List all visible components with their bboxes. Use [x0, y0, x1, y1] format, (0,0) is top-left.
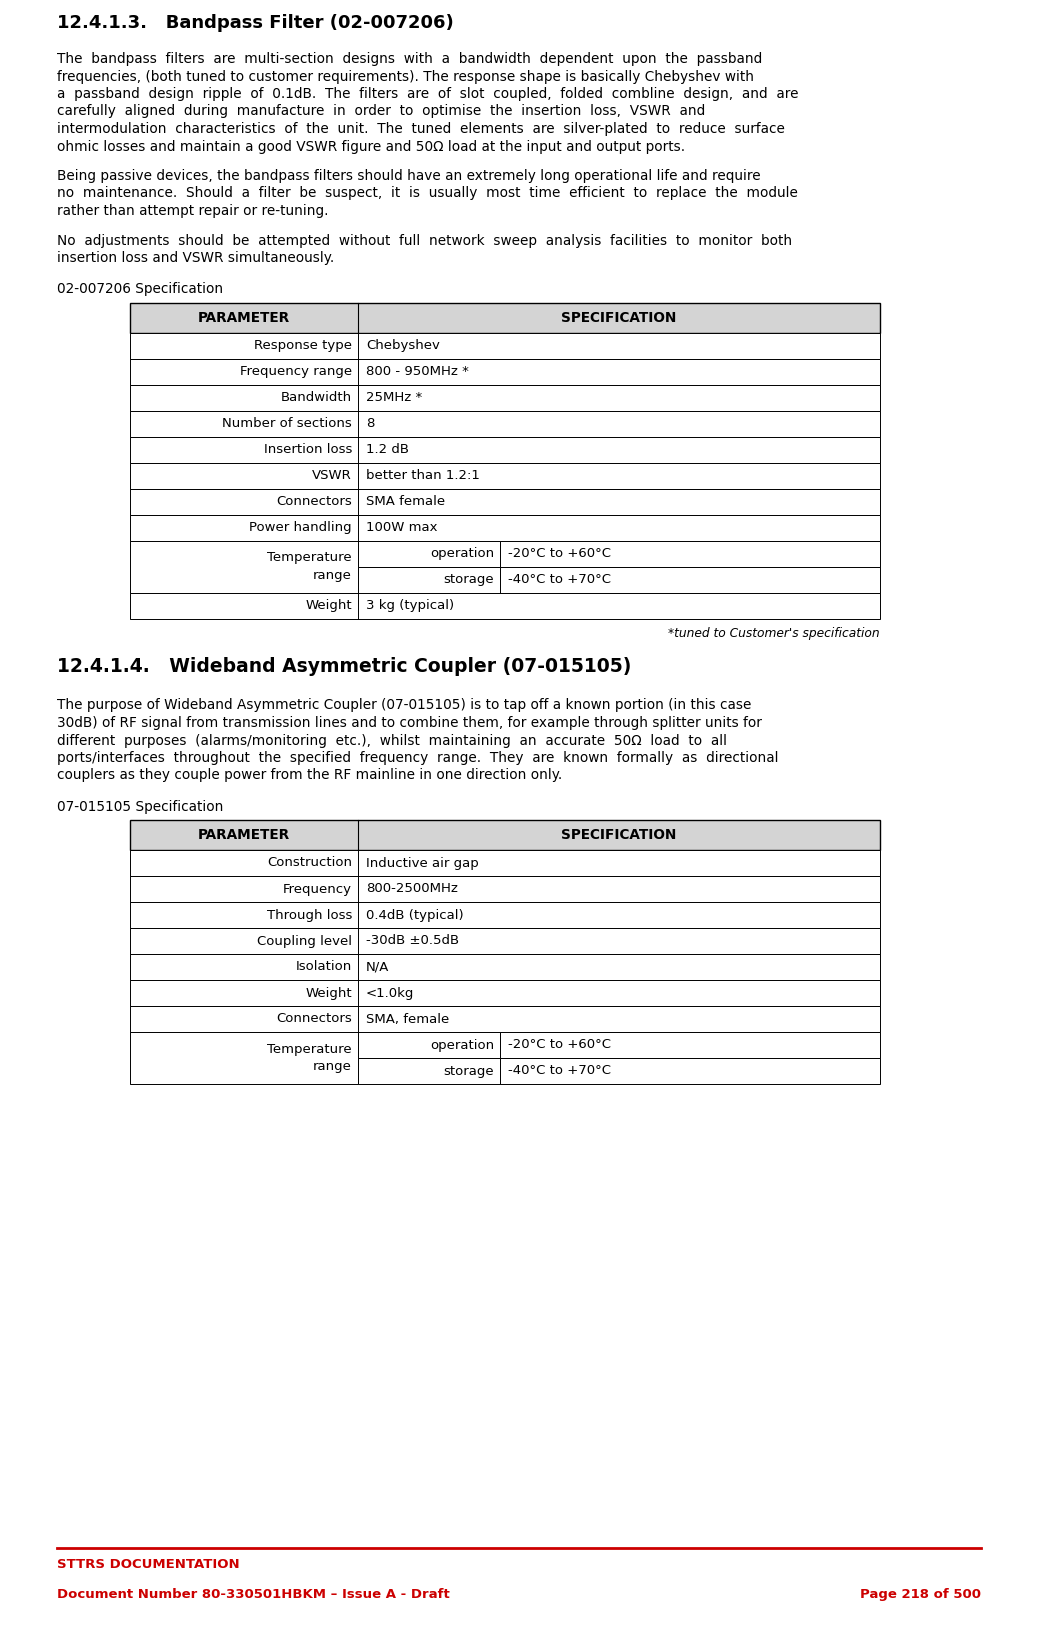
- Text: different  purposes  (alarms/monitoring  etc.),  whilst  maintaining  an  accura: different purposes (alarms/monitoring et…: [57, 733, 727, 748]
- Text: SMA, female: SMA, female: [366, 1013, 449, 1026]
- Text: 02-007206 Specification: 02-007206 Specification: [57, 283, 223, 296]
- Bar: [358, 540, 500, 566]
- Bar: [130, 1032, 358, 1085]
- Text: SPECIFICATION: SPECIFICATION: [562, 311, 677, 324]
- Text: operation: operation: [430, 546, 494, 560]
- Bar: [130, 901, 880, 928]
- Bar: [358, 1058, 500, 1085]
- Text: carefully  aligned  during  manufacture  in  order  to  optimise  the  insertion: carefully aligned during manufacture in …: [57, 105, 705, 118]
- Text: STTRS DOCUMENTATION: STTRS DOCUMENTATION: [57, 1557, 240, 1571]
- Text: Insertion loss: Insertion loss: [264, 443, 352, 456]
- Bar: [358, 566, 500, 592]
- Bar: [130, 954, 880, 980]
- Text: rather than attempt repair or re-tuning.: rather than attempt repair or re-tuning.: [57, 204, 328, 218]
- Bar: [130, 540, 358, 592]
- Bar: [130, 463, 880, 489]
- Bar: [130, 384, 880, 411]
- Text: Connectors: Connectors: [276, 1013, 352, 1026]
- Text: Through loss: Through loss: [267, 908, 352, 921]
- Text: Being passive devices, the bandpass filters should have an extremely long operat: Being passive devices, the bandpass filt…: [57, 169, 761, 183]
- Text: storage: storage: [443, 1065, 494, 1078]
- Text: Inductive air gap: Inductive air gap: [366, 857, 479, 869]
- Text: 100W max: 100W max: [366, 520, 437, 533]
- Text: Temperature
range: Temperature range: [268, 1044, 352, 1073]
- Text: 07-015105 Specification: 07-015105 Specification: [57, 800, 223, 815]
- Bar: [358, 1032, 500, 1058]
- Text: Chebyshev: Chebyshev: [366, 339, 440, 352]
- Text: 800-2500MHz: 800-2500MHz: [366, 882, 458, 895]
- Text: -30dB ±0.5dB: -30dB ±0.5dB: [366, 934, 459, 947]
- Text: Weight: Weight: [305, 599, 352, 612]
- Text: <1.0kg: <1.0kg: [366, 987, 414, 1000]
- Text: frequencies, (both tuned to customer requirements). The response shape is basica: frequencies, (both tuned to customer req…: [57, 69, 754, 83]
- Text: operation: operation: [430, 1039, 494, 1052]
- Bar: [130, 1006, 880, 1032]
- Bar: [130, 358, 880, 384]
- Text: The  bandpass  filters  are  multi-section  designs  with  a  bandwidth  depende: The bandpass filters are multi-section d…: [57, 52, 762, 65]
- Text: Isolation: Isolation: [296, 960, 352, 973]
- Text: Frequency range: Frequency range: [240, 365, 352, 378]
- Text: The purpose of Wideband Asymmetric Coupler (07-015105) is to tap off a known por: The purpose of Wideband Asymmetric Coupl…: [57, 699, 752, 713]
- Text: Connectors: Connectors: [276, 496, 352, 509]
- Text: 8: 8: [366, 417, 375, 430]
- Bar: [500, 1032, 880, 1058]
- Text: Number of sections: Number of sections: [222, 417, 352, 430]
- Text: storage: storage: [443, 573, 494, 586]
- Text: 0.4dB (typical): 0.4dB (typical): [366, 908, 464, 921]
- Text: Frequency: Frequency: [283, 882, 352, 895]
- Text: -20°C to +60°C: -20°C to +60°C: [508, 546, 611, 560]
- Text: Document Number 80-330501HBKM – Issue A - Draft: Document Number 80-330501HBKM – Issue A …: [57, 1589, 449, 1602]
- Text: couplers as they couple power from the RF mainline in one direction only.: couplers as they couple power from the R…: [57, 769, 563, 782]
- Text: intermodulation  characteristics  of  the  unit.  The  tuned  elements  are  sil: intermodulation characteristics of the u…: [57, 123, 785, 136]
- Text: Construction: Construction: [267, 857, 352, 869]
- Text: no  maintenance.  Should  a  filter  be  suspect,  it  is  usually  most  time  : no maintenance. Should a filter be suspe…: [57, 187, 798, 201]
- Bar: [130, 875, 880, 901]
- Bar: [500, 540, 880, 566]
- Text: 1.2 dB: 1.2 dB: [366, 443, 409, 456]
- Bar: [130, 332, 880, 358]
- Bar: [130, 820, 880, 851]
- Text: *tuned to Customer's specification: *tuned to Customer's specification: [668, 627, 880, 640]
- Bar: [130, 928, 880, 954]
- Text: VSWR: VSWR: [312, 470, 352, 483]
- Text: 25MHz *: 25MHz *: [366, 391, 422, 404]
- Text: No  adjustments  should  be  attempted  without  full  network  sweep  analysis : No adjustments should be attempted witho…: [57, 234, 792, 247]
- Text: 12.4.1.4.   Wideband Asymmetric Coupler (07-015105): 12.4.1.4. Wideband Asymmetric Coupler (0…: [57, 656, 631, 676]
- Text: 3 kg (typical): 3 kg (typical): [366, 599, 455, 612]
- Bar: [130, 437, 880, 463]
- Text: -40°C to +70°C: -40°C to +70°C: [508, 1065, 611, 1078]
- Bar: [500, 566, 880, 592]
- Text: better than 1.2:1: better than 1.2:1: [366, 470, 480, 483]
- Text: 12.4.1.3.   Bandpass Filter (02-007206): 12.4.1.3. Bandpass Filter (02-007206): [57, 15, 454, 33]
- Text: -40°C to +70°C: -40°C to +70°C: [508, 573, 611, 586]
- Bar: [130, 514, 880, 540]
- Bar: [500, 1058, 880, 1085]
- Text: 30dB) of RF signal from transmission lines and to combine them, for example thro: 30dB) of RF signal from transmission lin…: [57, 717, 762, 730]
- Text: Bandwidth: Bandwidth: [281, 391, 352, 404]
- Text: Response type: Response type: [254, 339, 352, 352]
- Text: insertion loss and VSWR simultaneously.: insertion loss and VSWR simultaneously.: [57, 250, 334, 265]
- Text: SMA female: SMA female: [366, 496, 445, 509]
- Text: PARAMETER: PARAMETER: [198, 311, 290, 324]
- Text: N/A: N/A: [366, 960, 389, 973]
- Bar: [130, 303, 880, 332]
- Text: SPECIFICATION: SPECIFICATION: [562, 828, 677, 843]
- Text: Coupling level: Coupling level: [257, 934, 352, 947]
- Bar: [130, 489, 880, 514]
- Text: ohmic losses and maintain a good VSWR figure and 50Ω load at the input and outpu: ohmic losses and maintain a good VSWR fi…: [57, 139, 685, 154]
- Text: ports/interfaces  throughout  the  specified  frequency  range.  They  are  know: ports/interfaces throughout the specifie…: [57, 751, 778, 766]
- Text: a  passband  design  ripple  of  0.1dB.  The  filters  are  of  slot  coupled,  : a passband design ripple of 0.1dB. The f…: [57, 87, 798, 101]
- Bar: [130, 851, 880, 875]
- Bar: [130, 592, 880, 618]
- Text: 800 - 950MHz *: 800 - 950MHz *: [366, 365, 469, 378]
- Text: -20°C to +60°C: -20°C to +60°C: [508, 1039, 611, 1052]
- Text: PARAMETER: PARAMETER: [198, 828, 290, 843]
- Text: Power handling: Power handling: [249, 520, 352, 533]
- Bar: [130, 980, 880, 1006]
- Text: Weight: Weight: [305, 987, 352, 1000]
- Text: Page 218 of 500: Page 218 of 500: [861, 1589, 981, 1602]
- Bar: [130, 411, 880, 437]
- Text: Temperature
range: Temperature range: [268, 551, 352, 581]
